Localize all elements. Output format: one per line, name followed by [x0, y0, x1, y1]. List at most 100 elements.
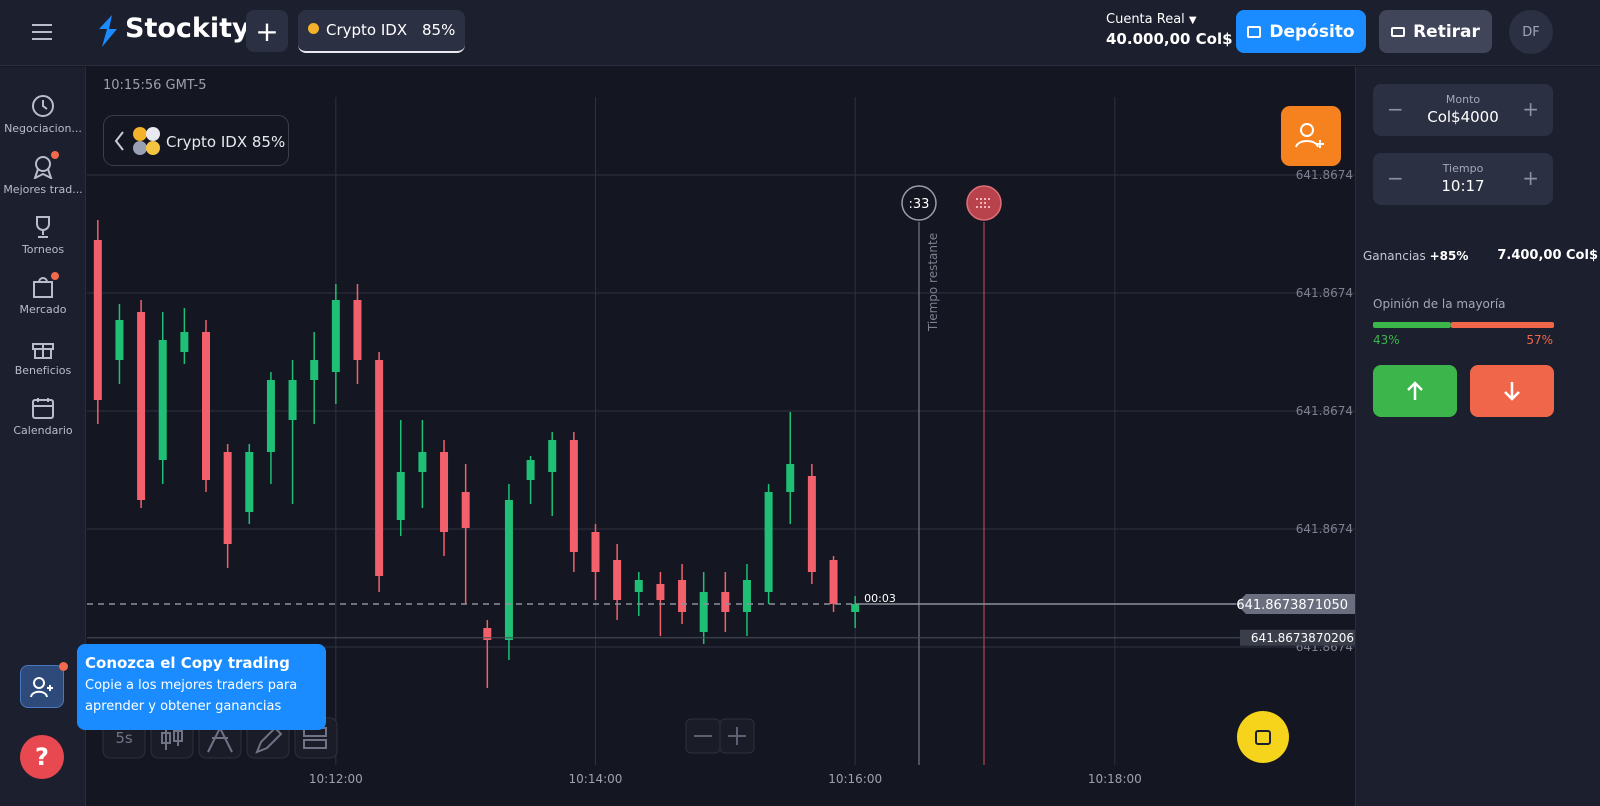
increase[interactable]: +	[1522, 166, 1539, 190]
y-tick-label: 641.8674	[1296, 404, 1353, 418]
candle-body	[202, 332, 211, 480]
candle-body	[483, 628, 492, 640]
candle-body	[418, 452, 427, 472]
nav-label[interactable]: Calendario	[13, 424, 73, 437]
asset-payout[interactable]: 85%	[422, 21, 456, 39]
timeframe[interactable]: 5s	[115, 729, 133, 747]
candle-body	[375, 360, 384, 576]
price-label: 641.8673870206	[1251, 631, 1354, 645]
x-tick-label: 10:12:00	[309, 772, 363, 786]
nav-item[interactable]: Negociacion...	[0, 94, 86, 135]
copy-icon[interactable]	[1295, 140, 1324, 148]
increase[interactable]: +	[1522, 97, 1539, 121]
x-tick-label: 10:16:00	[828, 772, 882, 786]
up-button[interactable]	[1373, 365, 1457, 417]
amount-box[interactable]: Monto Col$4000 − +	[1373, 84, 1553, 136]
wallet-icon[interactable]	[1247, 25, 1262, 38]
copy-trading-button[interactable]	[20, 665, 64, 708]
nav-label[interactable]: Mercado	[19, 303, 67, 316]
majority-label: Opinión de la mayoría	[1373, 297, 1506, 311]
add-asset[interactable]: +	[246, 10, 288, 52]
candle-body	[440, 452, 449, 532]
candle-body	[180, 332, 189, 352]
x-tick-label: 10:14:00	[569, 772, 623, 786]
nav-item[interactable]: Mejores trad...	[0, 155, 86, 196]
copy-trading-popup: Conozca el Copy trading Copie a los mejo…	[77, 644, 326, 730]
badge	[51, 272, 59, 280]
nav-icon[interactable]	[31, 275, 55, 299]
coin-icon	[146, 141, 160, 155]
nav-item[interactable]: Mercado	[0, 275, 86, 316]
time-value[interactable]: 10:17	[1441, 177, 1485, 195]
candle-body	[613, 560, 622, 600]
nav-item[interactable]: Calendario	[0, 396, 86, 437]
price-label-box	[1236, 594, 1355, 614]
deposit-button[interactable]: Depósito	[1236, 10, 1366, 53]
nav-icon[interactable]	[31, 336, 55, 360]
up-icon[interactable]	[1406, 381, 1424, 401]
candle-body	[93, 240, 102, 400]
nav-label[interactable]: Torneos	[21, 243, 65, 256]
countdown-circle	[901, 185, 937, 221]
coin-icon	[133, 141, 147, 155]
coin-icon	[146, 127, 160, 141]
nav-item[interactable]: Torneos	[0, 215, 86, 256]
decrease[interactable]: −	[1387, 97, 1404, 121]
majority-segment	[1373, 322, 1451, 328]
candle-body	[504, 500, 513, 640]
badge	[51, 151, 59, 159]
logo: Stockity	[125, 13, 250, 44]
candle-body	[742, 580, 751, 612]
coin-icon	[133, 127, 147, 141]
nav-icon[interactable]	[31, 396, 55, 420]
withdraw-label[interactable]: Retirar	[1413, 21, 1480, 42]
badge	[59, 662, 68, 671]
amount-value[interactable]: Col$4000	[1427, 108, 1499, 126]
copy-button[interactable]	[1281, 106, 1341, 166]
candle-body	[115, 320, 124, 361]
down-button[interactable]	[1470, 365, 1554, 417]
majority-segment	[1450, 322, 1554, 328]
copy-icon[interactable]	[1300, 123, 1314, 137]
withdraw-icon[interactable]	[1391, 26, 1406, 37]
calendar-icon[interactable]	[1255, 730, 1271, 745]
asset-label[interactable]: Crypto IDX 85%	[166, 133, 285, 151]
nav-label[interactable]: Beneficios	[14, 364, 72, 377]
candle-body	[764, 492, 773, 592]
candle-body	[245, 452, 254, 512]
account-type-text[interactable]: Cuenta Real	[1106, 12, 1185, 27]
deposit-label[interactable]: Depósito	[1269, 21, 1355, 42]
popup-title: Conozca el Copy trading	[85, 654, 290, 672]
nav-label[interactable]: Mejores trad...	[3, 183, 83, 196]
account-type[interactable]: Cuenta Real ▼	[1106, 12, 1197, 27]
calendar-button[interactable]	[1237, 711, 1289, 763]
sidebar: Negociacion... Mejores trad... Torneos M…	[0, 67, 86, 806]
asset-name[interactable]: Crypto IDX	[326, 21, 408, 39]
back-icon[interactable]	[114, 131, 124, 151]
header: Stockity + Crypto IDX 85% Cuenta Real ▼ …	[0, 0, 1600, 66]
withdraw-button[interactable]: Retirar	[1379, 10, 1492, 53]
nav-icon[interactable]	[31, 155, 55, 179]
candle-body	[223, 452, 232, 544]
nav-icon[interactable]	[31, 94, 55, 118]
copy-trading-icon[interactable]	[30, 676, 54, 698]
candle-body	[158, 340, 167, 460]
asset-tab[interactable]: Crypto IDX 85%	[298, 10, 465, 53]
logo-icon	[99, 15, 117, 47]
avatar[interactable]: DF	[1509, 10, 1553, 54]
down-icon[interactable]	[1503, 381, 1521, 401]
time-box[interactable]: Tiempo 10:17 − +	[1373, 153, 1553, 205]
chart-type-icon[interactable]	[161, 726, 183, 750]
zoom-in-icon[interactable]	[728, 727, 746, 745]
nav-item[interactable]: Beneficios	[0, 336, 86, 377]
nav-icon[interactable]	[31, 215, 55, 239]
nav-label[interactable]: Negociacion...	[4, 122, 82, 135]
caret[interactable]: ▼	[1188, 15, 1197, 26]
time-label: Tiempo	[1442, 162, 1484, 175]
candle-body	[526, 460, 535, 480]
menu-icon[interactable]	[31, 22, 53, 42]
decrease[interactable]: −	[1387, 166, 1404, 190]
draw-icon[interactable]	[255, 726, 283, 754]
help-button[interactable]: ?	[20, 735, 64, 779]
